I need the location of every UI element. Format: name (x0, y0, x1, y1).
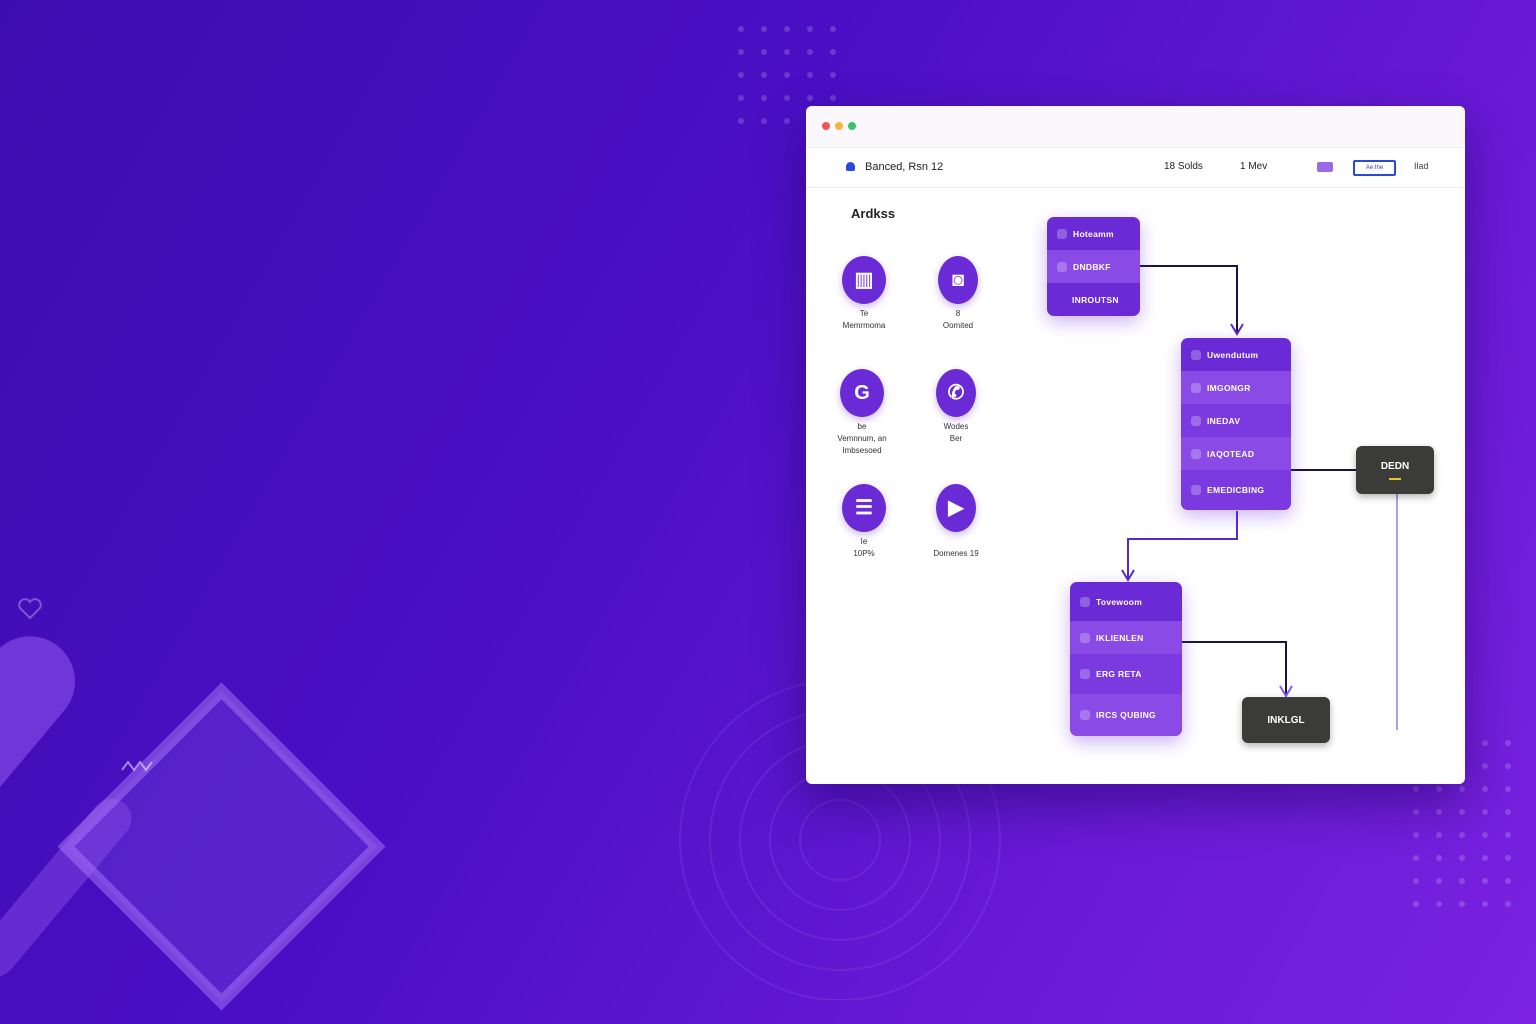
arrow-icon (1230, 323, 1244, 336)
connector (1140, 265, 1238, 334)
stat-mev: 1 Mev (1240, 161, 1268, 172)
image-icon[interactable] (1317, 162, 1333, 172)
output-node[interactable]: INKLGL (1242, 697, 1330, 743)
app-sublabel: 10P% (853, 549, 875, 558)
action-button[interactable]: Ae Ihe (1353, 160, 1396, 176)
list-icon: ☰ (842, 484, 886, 532)
node-row: Hoteamm (1047, 217, 1140, 250)
video-icon: ▶ (936, 484, 976, 532)
node-row: INEDAV (1181, 404, 1291, 437)
node-row: Uwendutum (1181, 338, 1291, 371)
page-title: Banced, Rsn 12 (865, 161, 944, 173)
app-label: Ie (860, 537, 868, 546)
connector (1127, 511, 1238, 580)
app-item[interactable]: ☰ Ie 10P% (819, 484, 909, 560)
node-row: EMEDICBING (1181, 470, 1291, 510)
minimize-window-button[interactable] (835, 122, 843, 130)
flow-node[interactable]: Tovewoom IKLIENLEN ERG RETA IRCS QUBING (1070, 582, 1182, 736)
flow-connectors (1121, 265, 1398, 730)
title-bar (806, 106, 1465, 148)
flow-node[interactable]: Uwendutum IMGONGR INEDAV IAQOTEAD EMEDIC… (1181, 338, 1291, 510)
app-item[interactable]: ▶ Domenes 19 (911, 484, 1001, 560)
app-sublabel: Ber (949, 434, 963, 443)
app-label: Domenes 19 (933, 549, 979, 558)
app-window: Banced, Rsn 12 18 Solds 1 Mev Ae Ihe Ila… (806, 106, 1465, 784)
header-link[interactable]: Ilad (1414, 161, 1429, 171)
stat-solds: 18 Solds (1164, 161, 1203, 172)
output-node[interactable]: DEDN (1356, 446, 1434, 494)
section-title: Ardkss (851, 206, 896, 221)
phone-icon: ✆ (936, 369, 976, 417)
flow-node[interactable]: Hoteamm DNDBKF INROUTSN (1047, 217, 1140, 316)
node-row: ERG RETA (1070, 654, 1182, 694)
app-sublabel: Memrmoma (842, 321, 886, 330)
node-row: IAQOTEAD (1181, 437, 1291, 470)
app-label: be (857, 422, 867, 431)
status-indicator (1389, 477, 1401, 480)
maximize-window-button[interactable] (848, 122, 856, 130)
connector (1182, 641, 1287, 696)
node-row: IMGONGR (1181, 371, 1291, 404)
arrow-icon (1121, 569, 1135, 582)
app-label: 8 (955, 309, 961, 318)
node-row: Tovewoom (1070, 582, 1182, 621)
decor-dots-top (738, 26, 836, 124)
app-sublabel: Oomited (942, 321, 974, 330)
header-bar: Banced, Rsn 12 18 Solds 1 Mev Ae Ihe Ila… (806, 148, 1465, 188)
app-label: Wodes (943, 422, 969, 431)
camera-icon: ◙ (938, 256, 978, 304)
heart-icon (18, 598, 42, 620)
node-row: INROUTSN (1072, 294, 1119, 305)
building-icon: ▥ (842, 256, 886, 304)
node-row: IKLIENLEN (1070, 621, 1182, 654)
arrow-icon (1279, 685, 1293, 698)
node-row: DNDBKF (1047, 250, 1140, 283)
app-sublabel: Imbsesoed (842, 446, 882, 455)
app-sublabel: Vemnnum, an (837, 434, 887, 443)
decor-shapes (0, 598, 386, 1011)
app-item[interactable]: ▥ Te Memrmoma (819, 256, 909, 332)
google-icon: G (840, 369, 884, 417)
app-item[interactable]: ✆ Wodes Ber (911, 369, 1001, 445)
app-item[interactable]: ◙ 8 Oomited (913, 256, 1003, 332)
app-label: Te (859, 309, 869, 318)
node-row: IRCS QUBING (1070, 694, 1182, 736)
close-window-button[interactable] (822, 122, 830, 130)
user-icon (846, 162, 855, 171)
